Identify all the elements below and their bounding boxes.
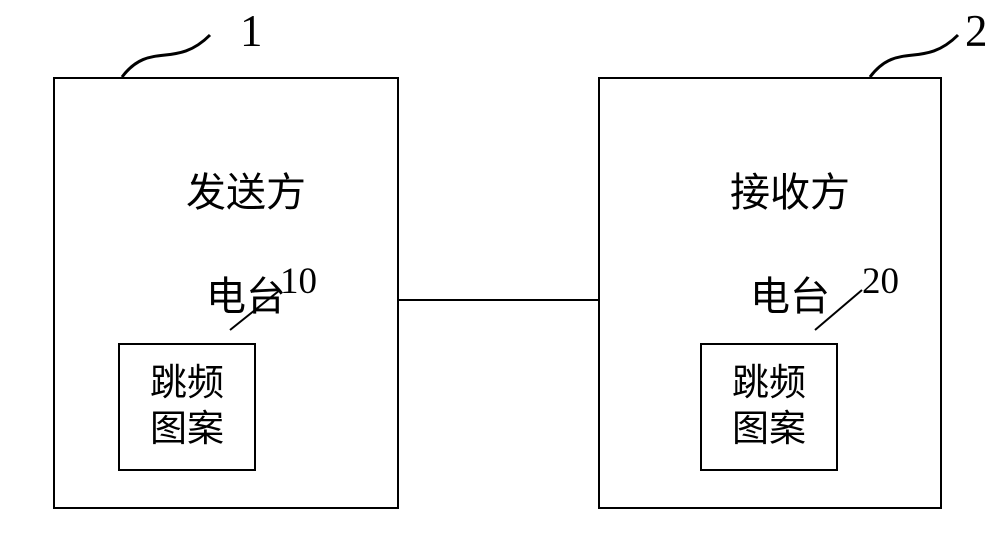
receiver-inner-lead-line [0,0,1000,539]
diagram-canvas: 发送方 电台 跳频 图案 1 10 接收方 电台 跳频 图案 2 20 [0,0,1000,539]
receiver-inner-ref-label: 20 [862,260,899,303]
